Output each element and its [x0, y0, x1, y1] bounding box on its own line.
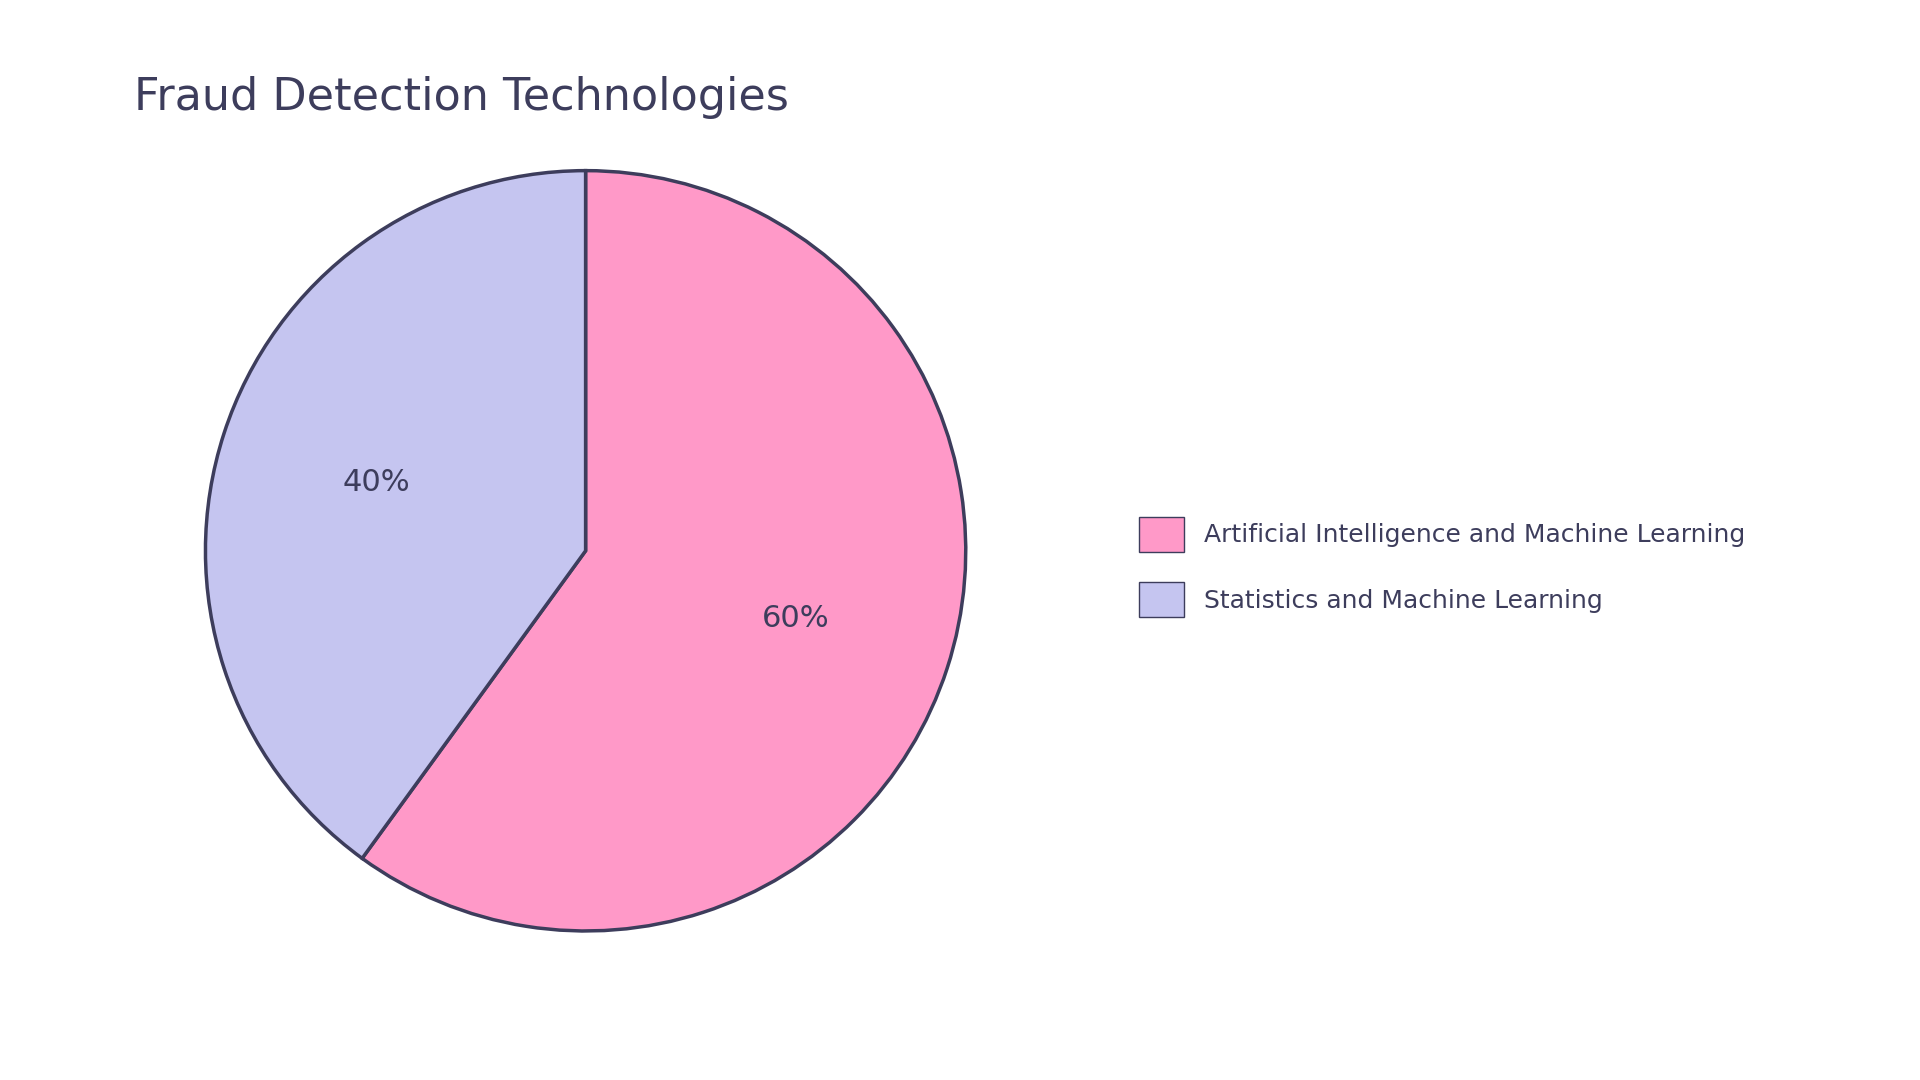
Text: 40%: 40% [342, 468, 409, 497]
Legend: Artificial Intelligence and Machine Learning, Statistics and Machine Learning: Artificial Intelligence and Machine Lear… [1127, 504, 1757, 630]
Text: Fraud Detection Technologies: Fraud Detection Technologies [134, 76, 789, 119]
Text: 60%: 60% [762, 605, 829, 634]
Wedge shape [205, 171, 586, 859]
Wedge shape [363, 171, 966, 931]
